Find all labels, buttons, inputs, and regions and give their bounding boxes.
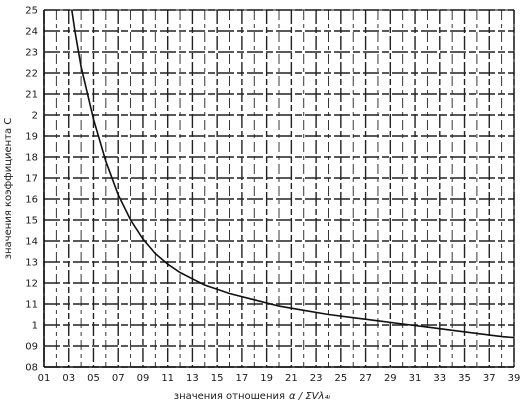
x-tick-label: 19 xyxy=(260,373,273,384)
y-tick-label: 23 xyxy=(25,48,38,59)
x-axis-title: значения отношения xyxy=(174,391,285,402)
x-tick-label: 11 xyxy=(161,373,174,384)
x-tick-label: 35 xyxy=(458,373,471,384)
grid xyxy=(43,9,515,368)
x-tick-label: 15 xyxy=(211,373,224,384)
y-tick-label: 24 xyxy=(25,27,38,38)
y-tick-label: 16 xyxy=(25,195,38,206)
x-tick-label: 31 xyxy=(409,373,422,384)
y-tick-label: 12 xyxy=(25,279,38,290)
x-tick-label: 17 xyxy=(236,373,249,384)
x-tick-label: 25 xyxy=(334,373,347,384)
y-tick-label: 08 xyxy=(25,363,38,374)
x-tick-label: 09 xyxy=(137,373,150,384)
x-tick-label: 39 xyxy=(508,373,521,384)
y-tick-label: 1 xyxy=(32,321,38,332)
x-tick-label: 21 xyxy=(285,373,298,384)
x-tick-label: 29 xyxy=(384,373,397,384)
series-line xyxy=(71,10,514,339)
y-tick-label: 14 xyxy=(25,237,38,248)
y-tick-label: 25 xyxy=(25,6,38,17)
y-tick-label: 15 xyxy=(25,216,38,227)
x-tick-label: 03 xyxy=(62,373,75,384)
y-tick-label: 22 xyxy=(25,69,38,80)
y-tick-label: 13 xyxy=(25,258,38,269)
y-tick-label: 17 xyxy=(25,174,38,185)
x-tick-label: 37 xyxy=(483,373,496,384)
y-tick-label: 18 xyxy=(25,153,38,164)
y-tick-label: 09 xyxy=(25,342,38,353)
x-tick-label: 33 xyxy=(433,373,446,384)
x-tick-label: 05 xyxy=(87,373,100,384)
x-tick-label: 13 xyxy=(186,373,199,384)
x-tick-labels: 01 03 05 07 09 11 13 15 17 19 21 23 25 27 29 31 33 35 37 39 xyxy=(38,373,521,384)
axes xyxy=(43,9,515,368)
y-tick-label: 21 xyxy=(25,90,38,101)
y-axis-title: значения коэффициента С xyxy=(3,118,14,260)
x-tick-label: 07 xyxy=(112,373,125,384)
y-tick-label: 11 xyxy=(25,300,38,311)
y-tick-label: 2 xyxy=(32,111,38,122)
x-tick-label: 27 xyxy=(359,373,372,384)
x-tick-label: 23 xyxy=(310,373,323,384)
y-tick-label: 19 xyxy=(25,132,38,143)
x-tick-label: 01 xyxy=(38,373,51,384)
series xyxy=(71,10,514,339)
x-axis-formula: α / ΣVλ₄ᵢ xyxy=(289,391,330,402)
